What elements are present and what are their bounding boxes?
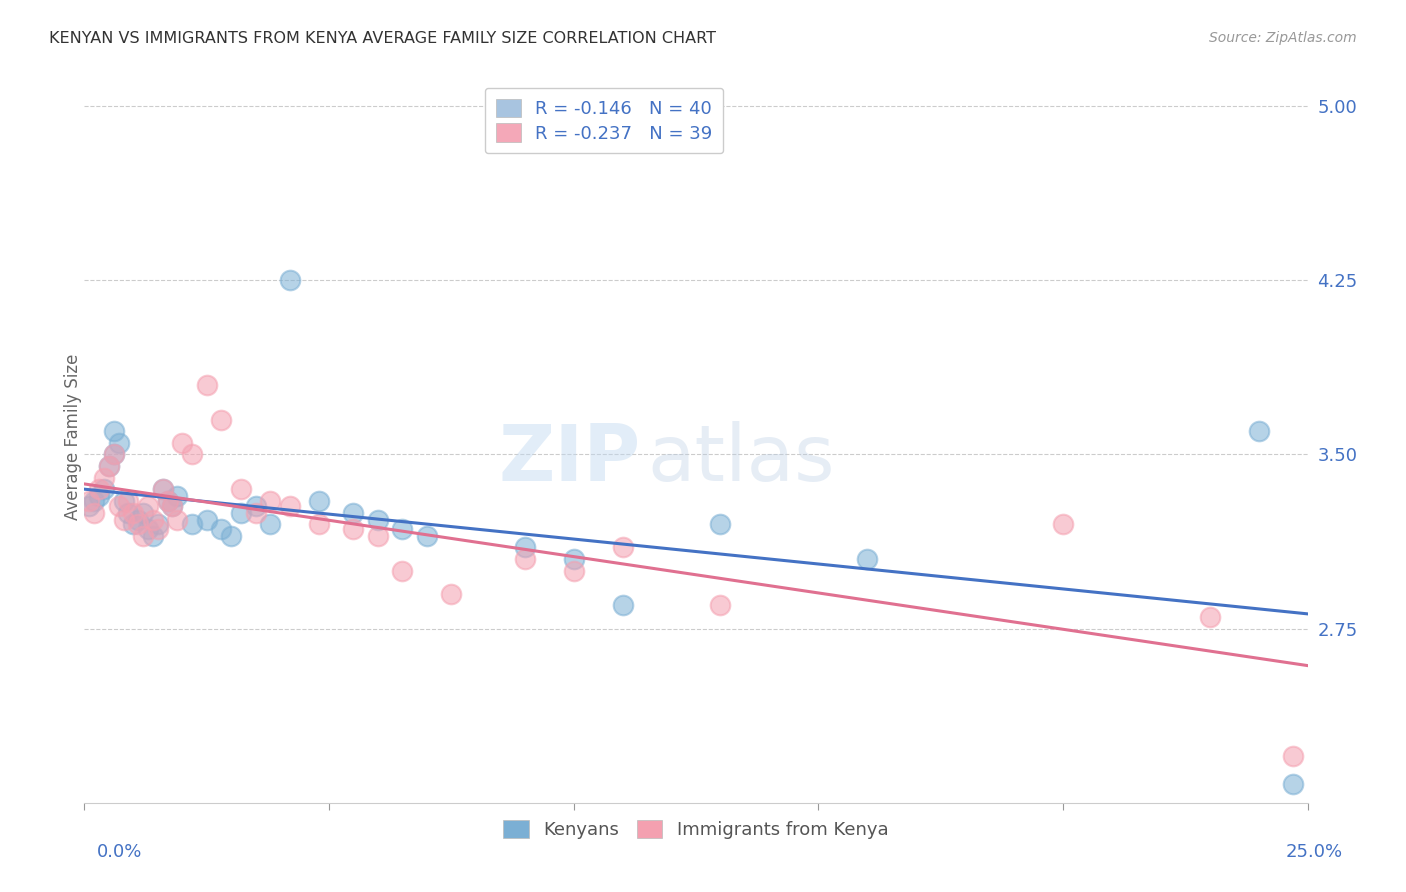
Point [146, 517, 169, 532]
Point [391, 564, 413, 578]
Point [132, 506, 155, 520]
Point [122, 506, 145, 520]
Point [77, 499, 100, 513]
Point [166, 489, 188, 503]
Point [367, 512, 389, 526]
Point [122, 517, 145, 532]
Point [278, 273, 301, 287]
Point [195, 512, 218, 526]
Point [308, 517, 330, 532]
Point [112, 494, 135, 508]
Point [87, 483, 110, 497]
Point [172, 436, 194, 450]
Point [440, 587, 463, 601]
Point [1052, 517, 1074, 532]
Point [112, 512, 135, 526]
Text: atlas: atlas [647, 421, 835, 497]
Point [107, 499, 129, 513]
Point [156, 494, 179, 508]
Point [229, 483, 252, 497]
Point [229, 506, 252, 520]
Point [259, 494, 281, 508]
Text: Source: ZipAtlas.com: Source: ZipAtlas.com [1209, 31, 1357, 45]
Point [181, 448, 204, 462]
Point [97, 459, 120, 474]
Point [709, 599, 731, 613]
Point [127, 512, 149, 526]
Point [87, 489, 110, 503]
Point [245, 499, 267, 513]
Point [219, 529, 242, 543]
Point [709, 517, 731, 532]
Point [209, 522, 232, 536]
Point [181, 517, 204, 532]
Point [166, 512, 188, 526]
Text: ZIP: ZIP [499, 421, 641, 497]
Point [513, 541, 536, 555]
Text: 0.0%: 0.0% [97, 843, 142, 861]
Text: 25.0%: 25.0% [1286, 843, 1343, 861]
Point [245, 506, 267, 520]
Point [259, 517, 281, 532]
Point [513, 552, 536, 566]
Point [1198, 610, 1220, 624]
Point [142, 529, 165, 543]
Point [146, 522, 169, 536]
Point [278, 499, 301, 513]
Point [342, 506, 364, 520]
Point [93, 471, 115, 485]
Text: KENYAN VS IMMIGRANTS FROM KENYA AVERAGE FAMILY SIZE CORRELATION CHART: KENYAN VS IMMIGRANTS FROM KENYA AVERAGE … [49, 31, 716, 46]
Point [1282, 777, 1305, 791]
Point [103, 448, 125, 462]
Point [562, 564, 585, 578]
Point [83, 506, 105, 520]
Point [162, 499, 184, 513]
Point [562, 552, 585, 566]
Y-axis label: Average Family Size: Average Family Size [65, 354, 82, 520]
Point [107, 436, 129, 450]
Point [308, 494, 330, 508]
Point [162, 499, 184, 513]
Point [103, 424, 125, 438]
Point [416, 529, 439, 543]
Point [209, 412, 232, 426]
Point [136, 499, 159, 513]
Point [152, 483, 174, 497]
Point [1282, 749, 1305, 764]
Legend: Kenyans, Immigrants from Kenya: Kenyans, Immigrants from Kenya [496, 813, 896, 847]
Point [1247, 424, 1270, 438]
Point [97, 459, 120, 474]
Point [77, 494, 100, 508]
Point [367, 529, 389, 543]
Point [127, 517, 149, 532]
Point [612, 599, 634, 613]
Point [391, 522, 413, 536]
Point [93, 483, 115, 497]
Point [342, 522, 364, 536]
Point [117, 494, 139, 508]
Point [156, 494, 179, 508]
Point [103, 448, 125, 462]
Point [136, 522, 159, 536]
Point [132, 529, 155, 543]
Point [195, 377, 218, 392]
Point [856, 552, 879, 566]
Point [142, 512, 165, 526]
Point [117, 506, 139, 520]
Point [152, 483, 174, 497]
Point [612, 541, 634, 555]
Point [83, 494, 105, 508]
